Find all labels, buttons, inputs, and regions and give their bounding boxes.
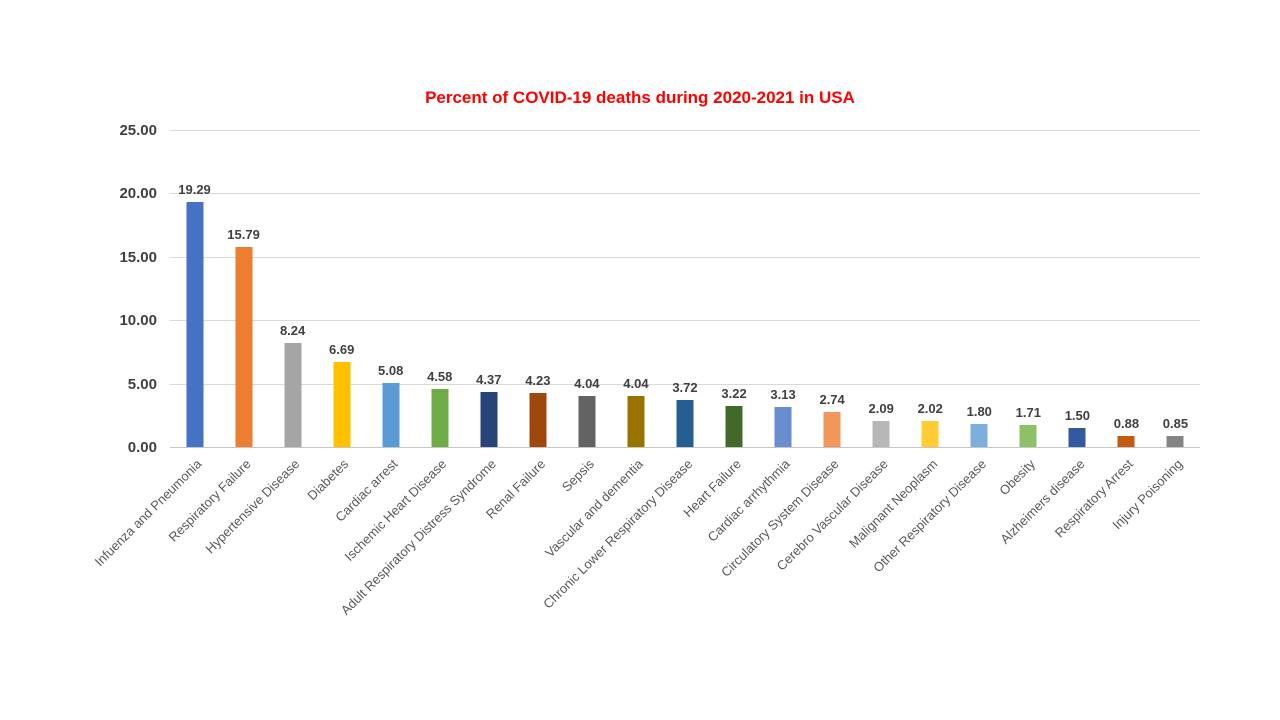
bar-slot: 6.69 Diabetes [305, 130, 366, 503]
bar-value-label: 5.08 [378, 362, 404, 378]
chart-title: Percent of COVID-19 deaths during 2020-2… [425, 88, 855, 107]
gridline [170, 256, 1200, 258]
bar-slot: 2.02 Malignant Neoplasm [846, 130, 955, 550]
bar-value-label: 4.23 [525, 373, 551, 389]
x-axis-category-label: Hypertensive Disease [202, 456, 303, 557]
bar-slot: 3.13 Cardiac arrhythmia [705, 130, 808, 544]
bar [725, 406, 743, 447]
bar-value-label: 3.72 [672, 379, 698, 395]
bar-value-label: 4.04 [574, 375, 600, 391]
y-axis-tick-label: 25.00 [119, 122, 157, 139]
bar [578, 395, 596, 447]
bar-slot: 3.22 Heart Failure [680, 130, 759, 520]
bar-slot: 0.88 Respiratory Arrest [1052, 130, 1151, 541]
bar [676, 399, 694, 447]
x-axis-line [170, 447, 1200, 448]
bar-slot: 3.72 Chronic Lower Respiratory Disease [540, 130, 709, 612]
bar [1068, 427, 1086, 447]
y-axis-tick-label: 20.00 [119, 185, 157, 203]
bar-slot: 5.08 Cardiac arrest [332, 130, 415, 525]
bar-value-label: 4.58 [427, 368, 453, 384]
bar [284, 342, 302, 447]
gridline [170, 383, 1200, 385]
x-axis-category-label: Malignant Neoplasm [845, 456, 941, 551]
bar-value-label: 2.02 [917, 401, 943, 417]
bar-value-label: 1.80 [966, 404, 992, 420]
bar [1166, 436, 1184, 447]
bar-value-label: 8.24 [279, 322, 306, 338]
bar [529, 393, 547, 447]
bar [823, 412, 841, 447]
bar-value-label: 2.74 [819, 392, 845, 408]
bar-slot: 1.71 Obesity [996, 130, 1053, 498]
y-axis-tick-label: 5.00 [127, 375, 157, 393]
gridline [170, 130, 1200, 131]
y-axis-tick-label: 15.00 [119, 248, 157, 266]
bar-slot: 4.58 Ischemic Heart Disease [342, 130, 464, 564]
bar [431, 388, 449, 447]
x-axis-category-label: Diabetes [304, 456, 352, 504]
bar-slot: 2.09 Cerebro Vascular Disease [774, 130, 906, 574]
bar-value-label: 3.13 [770, 387, 796, 403]
bar-slot: 4.37 Adult Respiratory Distress Syndrome [337, 130, 513, 618]
bar-slot: 15.79 Respiratory Failure [165, 130, 268, 545]
bar [970, 424, 988, 447]
bars-container: 19.29 Infuenza and Pneumonia 15.79 Respirat… [92, 130, 1200, 618]
bar-value-label: 19.29 [178, 182, 211, 198]
bar-slot: 19.29 Infuenza and Pneumonia [92, 130, 219, 569]
bar [872, 420, 890, 447]
bar-slot: 1.80 Other Respiratory Disease [870, 130, 1004, 575]
bar [186, 202, 204, 447]
bar-value-label: 6.69 [329, 342, 355, 358]
bar-value-label: 15.79 [227, 226, 260, 242]
bar-value-label: 3.22 [721, 386, 747, 402]
bar-value-label: 0.88 [1113, 415, 1140, 431]
x-axis-category-label: Alzheimers disease [996, 456, 1088, 547]
gridline [170, 320, 1200, 322]
y-axis-tick-label: 10.00 [119, 312, 157, 330]
bar [235, 246, 253, 447]
bar [480, 391, 498, 447]
bar-value-label: 1.71 [1015, 405, 1041, 421]
bar-value-label: 1.50 [1064, 407, 1091, 423]
bar [333, 362, 351, 447]
bar [1019, 425, 1037, 447]
bar [627, 395, 645, 447]
y-axis-tick-label: 0.00 [127, 439, 157, 456]
bar-slot: 1.50 Alzheimers disease [997, 130, 1102, 547]
bar-value-label: 4.04 [623, 375, 649, 391]
bar [921, 421, 939, 447]
bar-value-label: 2.09 [868, 400, 894, 416]
plot-area: 0.00 5.00 10.00 15.00 20.00 25.00 19.29 Infuen… [92, 123, 1200, 618]
bar-slot: 4.04 Sepsis [559, 130, 611, 495]
bar [1117, 435, 1135, 447]
bar-slot: 4.04 Vascular and dementia [542, 130, 660, 560]
x-axis-category-label: Sepsis [558, 456, 597, 495]
bar-slot: 4.23 Renal Failure [482, 130, 562, 521]
bar-slot: 0.85 Injury Poisoning [1109, 130, 1200, 532]
bar [382, 382, 400, 447]
x-axis-category-label: Vascular and dementia [541, 456, 646, 561]
bar-slot: 2.74 Circulatory System Disease [719, 130, 857, 580]
gridline [170, 193, 1200, 195]
bar-value-label: 0.85 [1162, 416, 1189, 432]
x-axis-category-label: Obesity [996, 456, 1039, 499]
bar [774, 407, 792, 447]
bar-value-label: 4.37 [476, 371, 502, 387]
bar-slot: 8.24 Hypertensive Disease [203, 130, 317, 557]
